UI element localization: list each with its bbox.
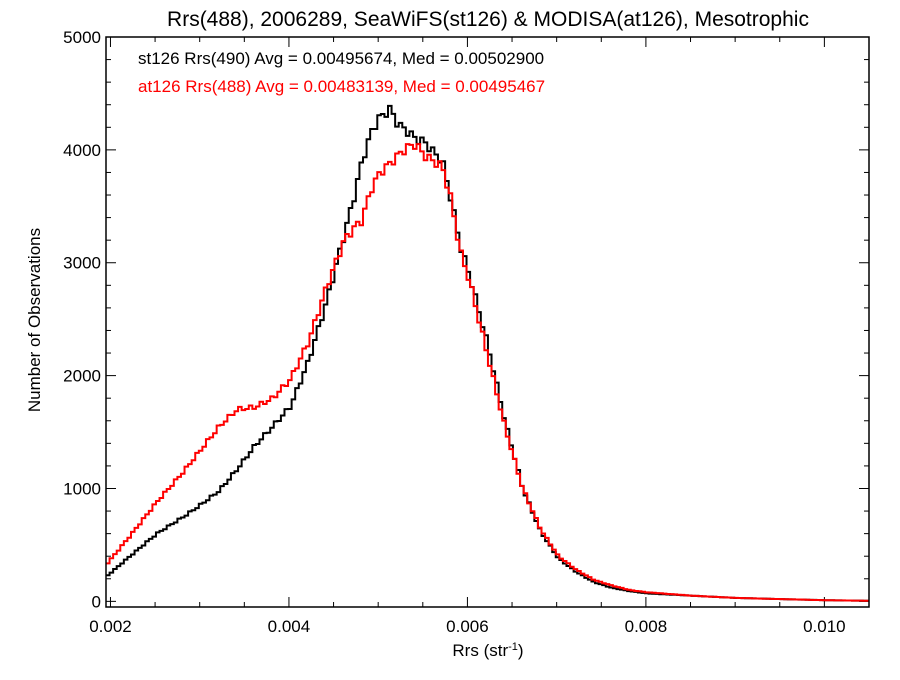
x-axis-label-tail: ) [518, 641, 524, 660]
y-tick-label: 3000 [63, 254, 101, 273]
x-tick-label: 0.008 [625, 617, 668, 636]
x-axis-label: Rrs (str-1) [452, 641, 523, 660]
y-tick-label: 2000 [63, 367, 101, 386]
x-tick-label: 0.006 [446, 617, 489, 636]
x-tick-label: 0.004 [268, 617, 311, 636]
data-series [106, 104, 869, 602]
x-axis-label-superscript: -1 [508, 641, 518, 653]
chart-title: Rrs(488), 2006289, SeaWiFS(st126) & MODI… [167, 8, 809, 31]
legend-entry-at126: at126 Rrs(488) Avg = 0.00483139, Med = 0… [138, 77, 545, 96]
axis-ticks: 0.002 0.004 0.006 0.008 0.010 0 1000 2000 3000 40… [63, 28, 869, 636]
y-tick-label: 1000 [63, 479, 101, 498]
legend-entry-st126: st126 Rrs(490) Avg = 0.00495674, Med = 0… [138, 49, 544, 68]
y-tick-label: 5000 [63, 28, 101, 47]
y-axis-label: Number of Observations [25, 228, 44, 412]
legend: st126 Rrs(490) Avg = 0.00495674, Med = 0… [138, 49, 545, 96]
plot-frame [105, 36, 870, 608]
x-tick-label: 0.010 [803, 617, 846, 636]
series-line-at126 [106, 143, 869, 602]
x-axis-label-main: Rrs (str [452, 641, 508, 660]
x-tick-label: 0.002 [89, 617, 132, 636]
y-tick-label: 0 [92, 592, 101, 611]
y-tick-label: 4000 [63, 141, 101, 160]
